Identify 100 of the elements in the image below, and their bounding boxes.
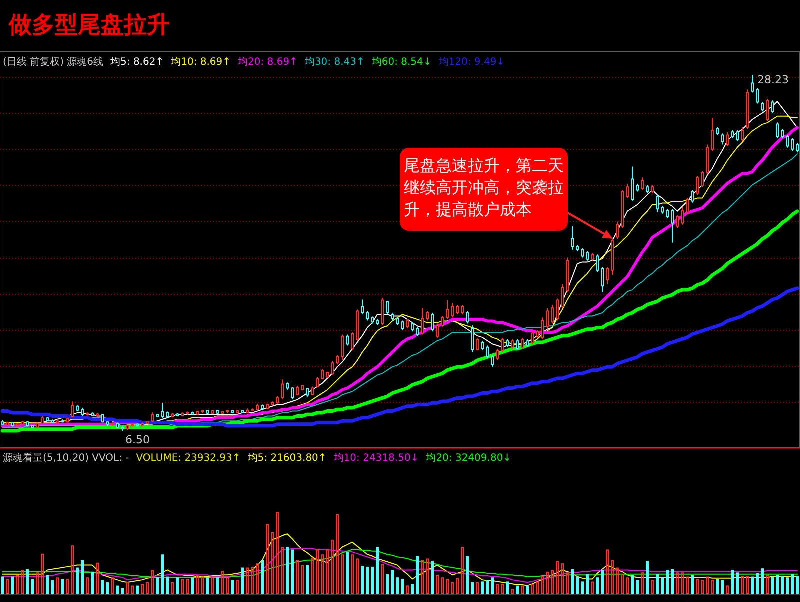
candlestick — [596, 254, 599, 273]
bar — [236, 580, 239, 594]
bar — [521, 586, 524, 594]
candlestick — [691, 190, 694, 204]
bar — [251, 566, 254, 594]
candlestick — [296, 385, 299, 396]
bar — [336, 514, 339, 594]
candlestick — [541, 317, 544, 340]
candlestick — [111, 422, 114, 427]
bar — [776, 575, 779, 594]
bar — [66, 579, 69, 594]
bar — [566, 572, 569, 594]
bar — [321, 554, 324, 594]
candlestick — [206, 410, 209, 415]
candlestick — [201, 410, 204, 414]
bar — [551, 570, 554, 594]
candlestick — [581, 248, 584, 258]
bar — [81, 560, 84, 594]
candlestick — [151, 412, 154, 423]
bar — [141, 584, 144, 594]
candlestick — [756, 88, 759, 104]
bar — [21, 570, 24, 594]
bar — [381, 564, 384, 594]
candlestick — [246, 408, 249, 414]
bar — [511, 589, 514, 594]
bar — [86, 578, 89, 594]
candlestick — [606, 266, 609, 285]
bar — [716, 579, 719, 594]
bar — [481, 582, 484, 594]
bar — [36, 572, 39, 594]
candlestick — [356, 309, 359, 342]
bar — [176, 578, 179, 594]
candlestick — [746, 89, 749, 130]
bar — [646, 561, 649, 594]
candlestick — [116, 422, 119, 429]
chart-subtitle: 源魂看量(5,10,20) VVOL: - — [3, 453, 130, 464]
bar — [331, 540, 334, 594]
candlestick — [681, 206, 684, 226]
bar — [46, 575, 49, 594]
text: 均5: 21603.80↑ — [248, 453, 327, 464]
candlestick — [141, 422, 144, 428]
candlestick — [451, 302, 454, 318]
candlestick — [781, 128, 784, 139]
bar — [471, 582, 474, 594]
candlestick — [571, 226, 574, 250]
bar — [786, 578, 789, 594]
candlestick — [256, 403, 259, 411]
candlestick — [336, 354, 339, 366]
candlestick — [706, 144, 709, 176]
bar — [136, 586, 139, 594]
candlestick — [76, 405, 79, 412]
candlestick — [301, 384, 304, 392]
candlestick — [71, 401, 74, 418]
bar — [301, 565, 304, 594]
candlestick — [731, 130, 734, 139]
bar — [376, 547, 379, 594]
candlestick — [621, 190, 624, 228]
text: (日线 前复权) 源魂6线 — [3, 57, 104, 68]
bar — [681, 572, 684, 594]
candlestick — [741, 126, 744, 142]
candlestick — [436, 323, 439, 338]
bar — [371, 566, 374, 594]
bar — [531, 584, 534, 594]
candlestick — [21, 420, 24, 426]
bar — [226, 576, 229, 594]
candlestick — [221, 410, 224, 415]
candlestick — [726, 132, 729, 147]
candlestick — [331, 360, 334, 376]
bar — [76, 568, 79, 594]
candlestick — [716, 126, 719, 136]
candlestick — [661, 206, 664, 214]
candlestick — [6, 422, 9, 427]
text: 均60: 8.54↓ — [372, 57, 432, 68]
bar — [711, 580, 714, 594]
candlestick — [176, 412, 179, 418]
bar — [761, 568, 764, 594]
bar — [401, 579, 404, 594]
candlestick — [656, 194, 659, 213]
candlestick — [31, 424, 34, 429]
bar — [391, 570, 394, 594]
bar — [601, 570, 604, 594]
bar — [406, 586, 409, 594]
candlestick — [241, 410, 244, 414]
bar — [196, 575, 199, 594]
candlestick — [461, 304, 464, 315]
bar — [746, 576, 749, 594]
bar — [101, 580, 104, 594]
bar — [541, 576, 544, 594]
candlestick — [276, 396, 279, 404]
candlestick — [611, 238, 614, 276]
bar — [1, 576, 4, 594]
candlestick — [791, 138, 794, 152]
bar — [651, 580, 654, 594]
candlestick — [66, 418, 69, 424]
candlestick — [416, 326, 419, 337]
bar — [771, 576, 774, 594]
candlestick — [226, 410, 229, 414]
bar — [51, 580, 54, 594]
candlestick — [271, 401, 274, 406]
chart-title: 做多型尾盘拉升 — [8, 12, 170, 38]
